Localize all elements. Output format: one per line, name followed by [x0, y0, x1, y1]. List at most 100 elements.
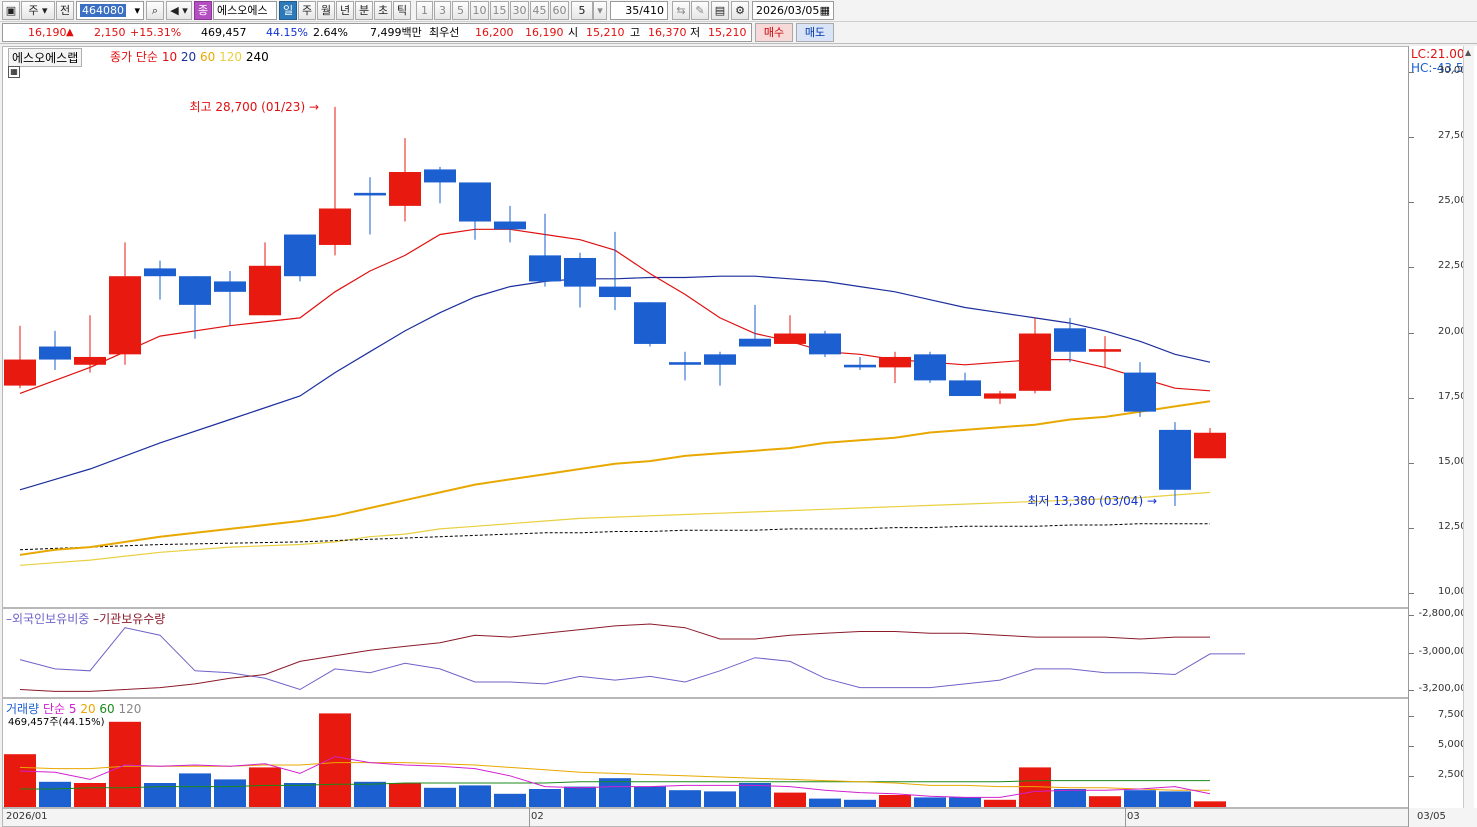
axis-tick [1409, 615, 1414, 617]
interval-button[interactable]: 5 [452, 1, 469, 20]
window-menu-icon[interactable]: ▣ [2, 1, 20, 20]
x-axis-date: 03/05 [1408, 808, 1477, 827]
sell-button[interactable]: 매도 [796, 23, 834, 42]
price-tick-label: 30,000 [1438, 65, 1473, 77]
axis-tick [1409, 202, 1414, 204]
tools-icon[interactable]: ✎ [691, 1, 709, 20]
volume-bar [354, 781, 386, 807]
candle-body [109, 276, 141, 355]
period-button[interactable]: 분 [355, 1, 373, 20]
volume-bar [459, 785, 491, 807]
volume-bar [249, 767, 281, 807]
volume-bar [984, 799, 1016, 807]
best-bid: 16,190 [525, 26, 564, 39]
data-count-field[interactable]: 35/410 [610, 1, 668, 20]
ma-legend-item: 10 [161, 50, 178, 64]
candle-body [1019, 333, 1051, 391]
period-button[interactable]: 주 [298, 1, 316, 20]
scroll-up-icon[interactable]: ▲ [1465, 48, 1472, 57]
ma240-line [19, 523, 1210, 551]
candle-body [494, 221, 526, 230]
interval-button[interactable]: 30 [510, 1, 529, 20]
volume-tick-label: 7,500K [1437, 709, 1473, 720]
volume-bar [774, 792, 806, 807]
ma60-line [19, 400, 1211, 556]
axis-tick [1409, 690, 1414, 692]
ma-legend-label: 종가 단순 [110, 50, 158, 64]
x-axis [2, 808, 1409, 827]
candle-body [949, 380, 981, 397]
price-change: 2,150 [94, 26, 126, 39]
buy-button[interactable]: 매수 [755, 23, 793, 42]
candle-body [529, 255, 561, 282]
stock-type-badge[interactable]: 종 [194, 1, 212, 20]
volume-ma60-line [20, 780, 1210, 790]
candle-body [144, 268, 176, 277]
candle-body [354, 192, 386, 196]
stock-name-field[interactable]: 에스오에스 [213, 1, 277, 20]
candle-body [1124, 372, 1156, 412]
speaker-icon[interactable]: ◀ ▾ [166, 1, 192, 20]
period-button[interactable]: 일 [279, 1, 297, 20]
stock-code-input[interactable]: 464080 ▾ [76, 1, 144, 20]
period-button[interactable]: 틱 [393, 1, 411, 20]
custom-interval-input[interactable]: 5 [571, 1, 593, 20]
ma-legend-item: 240 [242, 50, 269, 64]
ma120-line [19, 491, 1211, 566]
price-tick-label: 17,500 [1438, 390, 1473, 402]
volume-bar [1194, 801, 1226, 807]
holding-panel[interactable] [2, 608, 1409, 698]
volume-title: 거래량 [6, 702, 40, 716]
axis-tick [1409, 462, 1414, 464]
volume-tick-label: 2,500K [1437, 769, 1473, 780]
grid-icon[interactable]: ▦ [8, 66, 20, 78]
period-button[interactable]: 초 [374, 1, 392, 20]
candle-body [564, 257, 596, 287]
candle-body [249, 265, 281, 316]
interval-button[interactable]: 3 [434, 1, 451, 20]
custom-interval-dropdown[interactable]: ▾ [593, 1, 607, 20]
candle-body [634, 302, 666, 344]
high-price: 16,370 [648, 26, 687, 39]
ma-legend-item: 20 [177, 50, 197, 64]
interval-button[interactable]: 45 [530, 1, 549, 20]
save-icon[interactable]: ▤ [711, 1, 729, 20]
high-annotation: 최고 28,700 (01/23) → [189, 100, 319, 114]
axis-tick [1409, 746, 1414, 747]
best-ask: 16,200 [475, 26, 514, 39]
volume-chart[interactable] [3, 699, 1408, 807]
price-chart[interactable]: 최고 28,700 (01/23) → 최저 13,380 (03/04) → [3, 47, 1408, 607]
period-button[interactable]: 년 [336, 1, 354, 20]
period-type-select[interactable]: 주 ▾ [21, 1, 55, 20]
inst-holding-line [19, 623, 1210, 692]
interval-button[interactable]: 15 [490, 1, 509, 20]
volume-bar [564, 786, 596, 807]
interval-button[interactable]: 10 [470, 1, 489, 20]
volume-ma-legend-item: 5 [68, 702, 77, 716]
price-tick-label: 27,500 [1438, 130, 1473, 142]
prev-button[interactable]: 전 [56, 1, 74, 20]
quote-bar: 16,190 ▲ 2,150 +15.31% 469,457 44.15% 2.… [0, 22, 1477, 44]
volume-ratio: 44.15% [266, 26, 308, 39]
interval-button[interactable]: 1 [416, 1, 433, 20]
settings-icon[interactable]: ⚙ [731, 1, 749, 20]
stock-label: 에스오에스랩 [8, 48, 83, 67]
date-field[interactable]: 2026/03/05 ▦ [752, 1, 834, 20]
price-tick-label: 22,500 [1438, 260, 1473, 272]
holding-chart[interactable] [3, 609, 1408, 697]
low-label: 저 [690, 26, 701, 39]
period-button[interactable]: 월 [317, 1, 335, 20]
interval-button[interactable]: 60 [550, 1, 569, 20]
volume-bar [284, 783, 316, 807]
holding-tick-label: -3,000,000 [1418, 645, 1473, 657]
volume-ma-legend-item: 60 [95, 702, 115, 716]
candle-body [914, 354, 946, 381]
volume-current: 469,457주(44.15%) [8, 717, 105, 728]
vertical-scrollbar[interactable]: ▲ [1463, 46, 1474, 808]
best-offer-label: 최우선 [429, 26, 460, 39]
zoom-out-icon[interactable]: ⇆ [672, 1, 690, 20]
open-label: 시 [568, 26, 579, 39]
candle-body [424, 169, 456, 183]
search-icon[interactable]: ⌕ [146, 1, 164, 20]
